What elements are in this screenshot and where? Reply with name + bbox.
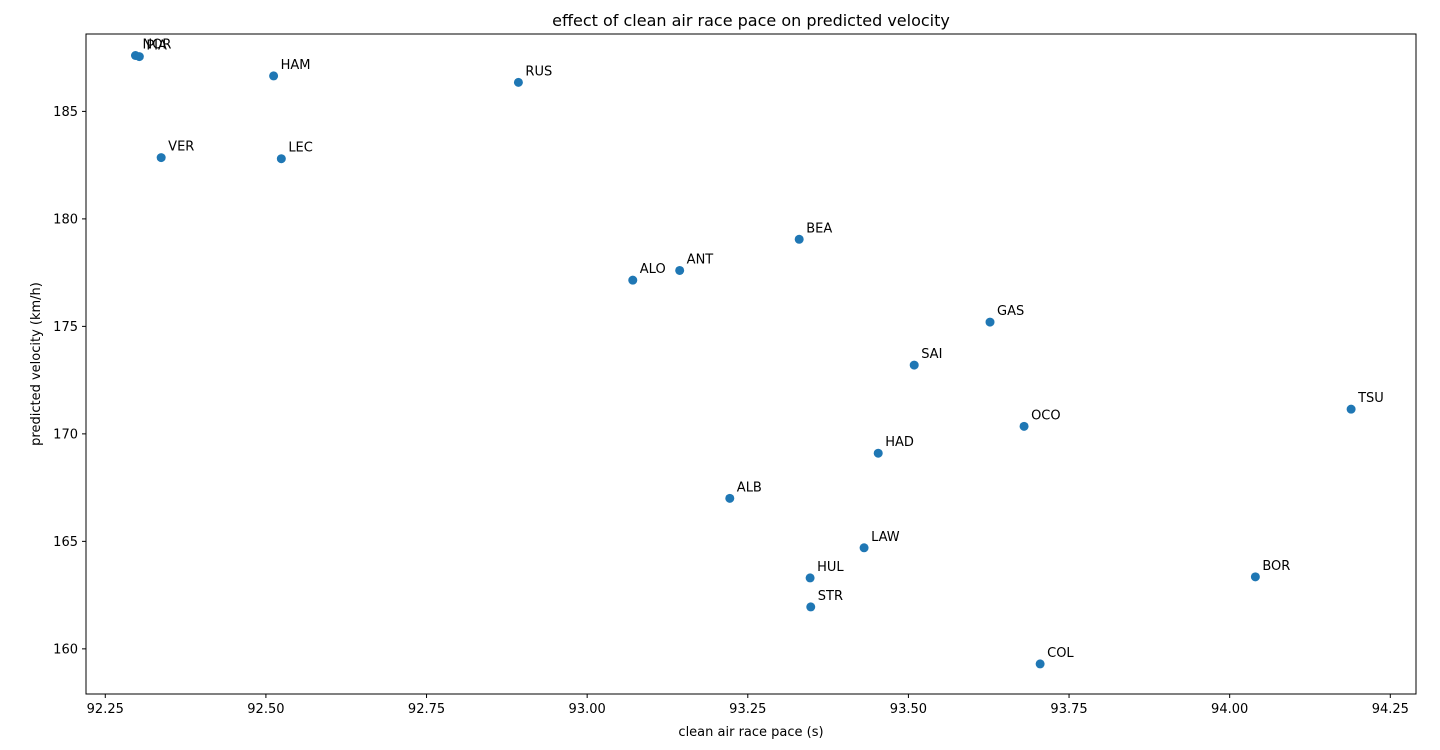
x-tick-label: 93.25 <box>729 702 766 717</box>
y-tick-label: 165 <box>53 535 78 550</box>
scatter-point-pia <box>134 52 144 62</box>
point-label-ham: HAM <box>281 58 311 73</box>
scatter-point-oco <box>1019 421 1029 431</box>
point-label-sai: SAI <box>921 347 942 362</box>
scatter-point-had <box>873 448 883 458</box>
point-label-alo: ALO <box>640 262 666 277</box>
x-tick-label: 93.75 <box>1050 702 1087 717</box>
point-label-hul: HUL <box>817 560 844 575</box>
point-label-oco: OCO <box>1031 408 1061 423</box>
axis-ticks: 92.25 92.50 92.75 93.00 93.25 93.50 93.75 94.00… <box>53 105 1409 717</box>
point-label-nor: NOR <box>142 37 171 52</box>
scatter-point-tsu <box>1346 404 1356 414</box>
scatter-point-gas <box>985 317 995 327</box>
point-label-tsu: TSU <box>1357 391 1384 406</box>
point-label-had: HAD <box>885 435 914 450</box>
point-label-rus: RUS <box>525 64 552 79</box>
scatter-point-ant <box>675 265 685 275</box>
x-tick-label: 94.25 <box>1372 702 1409 717</box>
x-tick-label: 92.75 <box>408 702 445 717</box>
point-label-bor: BOR <box>1262 559 1290 574</box>
point-label-pia: PIA <box>146 39 167 54</box>
x-tick-label: 93.50 <box>890 702 927 717</box>
y-tick-label: 185 <box>53 105 78 120</box>
scatter-point-law <box>859 543 869 553</box>
scatter-point-alo <box>628 275 638 285</box>
point-label-col: COL <box>1047 646 1074 661</box>
scatter-point-alb <box>725 493 735 503</box>
y-axis-label: predicted velocity (km/h) <box>29 282 44 446</box>
plot-area-frame <box>85 33 1417 695</box>
point-label-lec: LEC <box>288 141 313 156</box>
x-axis-label: clean air race pace (s) <box>678 725 823 740</box>
scatter-point-ver <box>156 153 166 163</box>
x-tick-label: 94.00 <box>1211 702 1248 717</box>
point-label-gas: GAS <box>997 304 1024 319</box>
scatter-point-bea <box>794 234 804 244</box>
scatter-point-str <box>806 602 816 612</box>
y-tick-label: 170 <box>53 427 78 442</box>
scatter-point-sai <box>909 360 919 370</box>
x-tick-label: 93.00 <box>569 702 606 717</box>
x-tick-label: 92.25 <box>87 702 124 717</box>
point-label-alb: ALB <box>737 480 762 495</box>
y-tick-label: 160 <box>53 642 78 657</box>
scatter-point-bor <box>1250 572 1260 582</box>
scatter-point-rus <box>513 77 523 87</box>
point-label-str: STR <box>818 589 843 604</box>
y-tick-label: 175 <box>53 320 78 335</box>
point-label-bea: BEA <box>806 221 832 236</box>
scatter-point-ham <box>269 71 279 81</box>
chart-title: effect of clean air race pace on predict… <box>552 11 950 30</box>
data-points <box>130 50 1356 669</box>
y-tick-label: 180 <box>53 212 78 227</box>
point-label-ver: VER <box>168 140 194 155</box>
x-tick-label: 92.50 <box>247 702 284 717</box>
scatter-point-lec <box>276 154 286 164</box>
scatter-point-hul <box>805 573 815 583</box>
point-label-ant: ANT <box>687 252 714 267</box>
scatter-point-col <box>1035 659 1045 669</box>
point-label-law: LAW <box>871 530 900 545</box>
